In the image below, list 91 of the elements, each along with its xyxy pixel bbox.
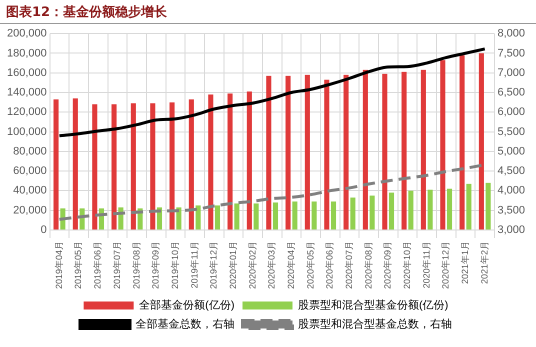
x-tick-label: 2020年07月 xyxy=(344,240,354,290)
x-tick-label: 2021年2月 xyxy=(479,240,490,284)
x-tick-label: 2020年12月 xyxy=(440,240,451,290)
bar xyxy=(214,205,220,230)
bar xyxy=(460,55,465,230)
y-tick-label: 160,000 xyxy=(6,66,47,79)
bar xyxy=(486,182,491,230)
bar xyxy=(344,74,349,230)
y-tick-label: 0 xyxy=(40,224,47,236)
bar xyxy=(170,102,175,230)
y2-tick-label: 5,000 xyxy=(497,145,526,158)
y2-tick-label: 7,000 xyxy=(497,66,526,79)
line-series xyxy=(58,47,486,138)
y2-tick-label: 6,000 xyxy=(497,106,526,118)
bar xyxy=(370,196,375,230)
chart-title: 图表12：基金份额稳步增长 xyxy=(0,0,536,24)
bar xyxy=(176,207,182,230)
bar xyxy=(254,203,259,230)
y2-tick-label: 6,500 xyxy=(497,86,526,99)
y2-tick-label: 4,000 xyxy=(497,184,526,197)
bar xyxy=(286,76,291,230)
bar xyxy=(388,192,394,230)
bar xyxy=(312,201,317,230)
bar xyxy=(382,74,388,230)
x-tick-label: 2020年11月 xyxy=(421,240,432,288)
x-tick-label: 2020年10月 xyxy=(402,240,412,290)
bar xyxy=(246,92,252,230)
bar xyxy=(196,205,201,230)
x-tick-label: 2019年12月 xyxy=(208,240,219,290)
bar xyxy=(402,72,407,230)
y2-tick-label: 3,000 xyxy=(497,224,526,236)
x-tick-label: 2019年11月 xyxy=(189,240,200,288)
bar xyxy=(446,188,452,230)
bar xyxy=(112,104,117,230)
y-tick-label: 140,000 xyxy=(6,86,47,99)
bar xyxy=(272,202,278,230)
bar xyxy=(304,74,310,230)
x-tick-label: 2019年07月 xyxy=(112,240,122,290)
x-tick-label: 2020年09月 xyxy=(382,240,393,290)
y-tick-label: 80,000 xyxy=(13,145,47,158)
bar xyxy=(324,80,330,230)
x-tick-label: 2019年10月 xyxy=(170,240,180,290)
x-tick-label: 2019年06月 xyxy=(92,240,103,290)
x-tick-label: 2021年1月 xyxy=(460,240,470,284)
bar xyxy=(362,70,368,230)
legend-label: 股票型和混合型基金总数，右轴 xyxy=(298,318,452,331)
y-tick-label: 40,000 xyxy=(13,184,47,197)
bar xyxy=(150,103,156,230)
x-tick-label: 2019年04月 xyxy=(54,240,64,290)
bar xyxy=(420,70,426,230)
bar xyxy=(478,53,484,230)
x-tick-label: 2019年09月 xyxy=(150,240,161,290)
x-tick-label: 2020年06月 xyxy=(324,240,335,290)
bar xyxy=(234,203,240,230)
x-tick-label: 2020年01月 xyxy=(228,240,238,290)
bar xyxy=(188,99,194,230)
y2-tick-label: 3,500 xyxy=(497,204,526,216)
x-tick-label: 2020年05月 xyxy=(305,240,316,290)
legend-label: 股票型和混合型基金份额(亿份) xyxy=(298,298,448,312)
x-tick-label: 2020年04月 xyxy=(286,240,296,290)
x-tick-label: 2019年08月 xyxy=(131,240,142,290)
x-tick-label: 2020年02月 xyxy=(247,240,258,290)
bar xyxy=(208,94,214,230)
bar xyxy=(440,60,446,230)
x-tick-label: 2020年08月 xyxy=(363,240,374,290)
y-tick-label: 20,000 xyxy=(13,204,47,216)
y-tick-label: 120,000 xyxy=(6,106,47,118)
bar xyxy=(466,184,472,230)
y-tick-label: 100,000 xyxy=(6,126,47,138)
bar xyxy=(350,198,356,230)
bar xyxy=(292,201,298,230)
bar xyxy=(266,76,272,230)
bar xyxy=(330,201,336,230)
bar xyxy=(54,99,59,230)
y-tick-label: 180,000 xyxy=(6,47,47,60)
y2-tick-label: 8,000 xyxy=(497,28,526,40)
y-tick-label: 60,000 xyxy=(13,165,47,178)
bar xyxy=(228,93,233,230)
x-tick-label: 2019年05月 xyxy=(73,240,84,290)
bar xyxy=(72,98,78,230)
y2-tick-label: 5,500 xyxy=(497,126,526,138)
x-tick-label: 2020年03月 xyxy=(266,240,277,290)
bar xyxy=(408,190,414,230)
bar xyxy=(428,190,433,230)
y2-tick-label: 7,500 xyxy=(497,47,526,60)
y2-tick-label: 4,500 xyxy=(497,165,526,178)
legend-label: 全部基金份额(亿份) xyxy=(139,298,234,312)
y-tick-label: 200,000 xyxy=(6,28,47,40)
bar xyxy=(92,104,98,230)
legend-label: 全部基金总数，右轴 xyxy=(136,318,234,331)
bar xyxy=(130,103,136,230)
